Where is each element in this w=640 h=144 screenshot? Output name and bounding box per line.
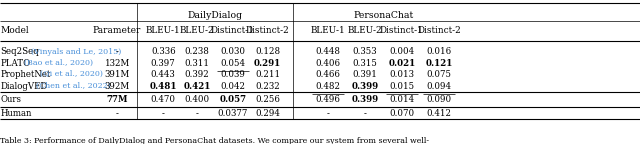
Text: 0.466: 0.466 <box>316 70 340 79</box>
Text: 0.016: 0.016 <box>426 47 452 56</box>
Text: 0.481: 0.481 <box>150 82 177 91</box>
Text: (Bao et al., 2020): (Bao et al., 2020) <box>24 59 93 67</box>
Text: 77M: 77M <box>106 95 128 104</box>
Text: 392M: 392M <box>104 82 130 91</box>
Text: -: - <box>364 109 366 118</box>
Text: -: - <box>116 47 118 56</box>
Text: Distinct-2: Distinct-2 <box>246 26 289 35</box>
Text: BLEU-1: BLEU-1 <box>310 26 345 35</box>
Text: Distinct-1: Distinct-1 <box>211 26 255 35</box>
Text: 0.406: 0.406 <box>315 58 340 68</box>
Text: ProphetNet: ProphetNet <box>1 70 51 79</box>
Text: 0.443: 0.443 <box>151 70 175 79</box>
Text: 0.421: 0.421 <box>184 82 211 91</box>
Text: 0.391: 0.391 <box>353 70 377 79</box>
Text: (Qi et al., 2020): (Qi et al., 2020) <box>40 70 102 78</box>
Text: Human: Human <box>1 109 32 118</box>
Text: 0.232: 0.232 <box>255 82 280 91</box>
Text: -: - <box>116 109 118 118</box>
Text: Model: Model <box>1 26 29 35</box>
Text: 0.121: 0.121 <box>426 58 452 68</box>
Text: 0.392: 0.392 <box>185 70 209 79</box>
Text: DialogVED: DialogVED <box>1 82 48 91</box>
Text: 0.294: 0.294 <box>255 109 280 118</box>
Text: 0.013: 0.013 <box>389 70 415 79</box>
Text: -: - <box>326 109 329 118</box>
Text: DailyDialog: DailyDialog <box>188 11 243 20</box>
Text: 0.014: 0.014 <box>389 95 415 104</box>
Text: 0.015: 0.015 <box>389 82 415 91</box>
Text: 0.004: 0.004 <box>389 47 415 56</box>
Text: 0.336: 0.336 <box>151 47 175 56</box>
Text: Distinct-2: Distinct-2 <box>417 26 461 35</box>
Text: BLEU-2: BLEU-2 <box>180 26 214 35</box>
Text: 0.496: 0.496 <box>316 95 340 104</box>
Text: 132M: 132M <box>104 58 130 68</box>
Text: 0.448: 0.448 <box>315 47 340 56</box>
Text: 0.470: 0.470 <box>150 95 176 104</box>
Text: (Vinyals and Le, 2015): (Vinyals and Le, 2015) <box>31 48 122 56</box>
Text: 0.0377: 0.0377 <box>218 109 248 118</box>
Text: 0.030: 0.030 <box>220 47 246 56</box>
Text: 0.054: 0.054 <box>220 58 246 68</box>
Text: 0.311: 0.311 <box>184 58 210 68</box>
Text: 0.090: 0.090 <box>426 95 452 104</box>
Text: 0.057: 0.057 <box>220 95 246 104</box>
Text: PLATO: PLATO <box>1 58 31 68</box>
Text: 0.399: 0.399 <box>351 82 378 91</box>
Text: Table 3: Performance of DailyDialog and PersonaChat datasets. We compare our sys: Table 3: Performance of DailyDialog and … <box>0 137 429 144</box>
Text: (Chen et al., 2022): (Chen et al., 2022) <box>36 82 111 90</box>
Text: -: - <box>162 109 164 118</box>
Text: BLEU-1: BLEU-1 <box>146 26 180 35</box>
Text: 0.397: 0.397 <box>151 58 175 68</box>
Text: 0.042: 0.042 <box>220 82 246 91</box>
Text: 0.482: 0.482 <box>315 82 340 91</box>
Text: 0.353: 0.353 <box>353 47 377 56</box>
Text: 0.399: 0.399 <box>351 95 378 104</box>
Text: Ours: Ours <box>1 95 22 104</box>
Text: Seq2Seq: Seq2Seq <box>1 47 40 56</box>
Text: 0.070: 0.070 <box>389 109 415 118</box>
Text: 0.256: 0.256 <box>255 95 280 104</box>
Text: Distinct-1: Distinct-1 <box>380 26 424 35</box>
Text: -: - <box>196 109 198 118</box>
Text: 0.412: 0.412 <box>426 109 452 118</box>
Text: BLEU-2: BLEU-2 <box>348 26 382 35</box>
Text: 0.291: 0.291 <box>254 58 281 68</box>
Text: 0.315: 0.315 <box>353 58 377 68</box>
Text: 0.238: 0.238 <box>185 47 209 56</box>
Text: 0.075: 0.075 <box>426 70 452 79</box>
Text: Parameter: Parameter <box>93 26 141 35</box>
Text: 0.400: 0.400 <box>184 95 210 104</box>
Text: 0.039: 0.039 <box>221 70 245 79</box>
Text: 0.021: 0.021 <box>388 58 415 68</box>
Text: 391M: 391M <box>104 70 130 79</box>
Text: PersonaChat: PersonaChat <box>353 11 413 20</box>
Text: 0.094: 0.094 <box>426 82 452 91</box>
Text: 0.128: 0.128 <box>255 47 280 56</box>
Text: 0.211: 0.211 <box>255 70 280 79</box>
